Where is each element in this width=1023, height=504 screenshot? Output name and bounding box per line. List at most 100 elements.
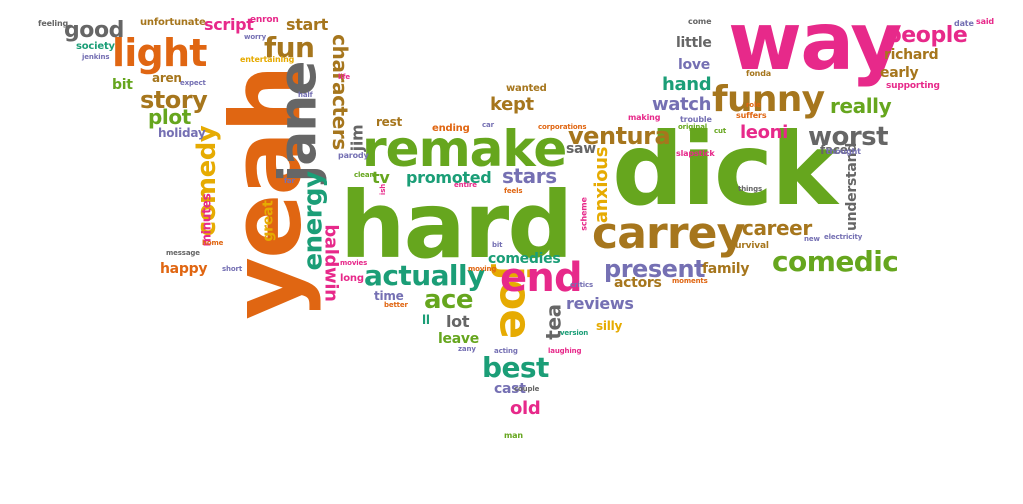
word-moments: moments <box>672 277 708 285</box>
word-comedies: comedies <box>488 251 561 267</box>
word-remake: remake <box>362 120 567 178</box>
word-feeling: feeling <box>38 19 69 28</box>
word-silly: silly <box>596 319 623 333</box>
word-plot: plot <box>148 105 191 129</box>
word-watch: watch <box>652 94 712 115</box>
word-present: present <box>604 255 706 283</box>
word-really: really <box>830 94 892 118</box>
word-funny: funny <box>712 79 825 120</box>
word-people: people <box>886 23 968 48</box>
word-come: come <box>688 17 712 26</box>
word-entertaining: entertaining <box>240 55 295 64</box>
word-best: best <box>482 351 549 384</box>
word-dick: dick <box>612 111 838 228</box>
word-leave: leave <box>438 331 479 347</box>
word-time: time <box>374 289 404 303</box>
word-making: making <box>628 113 661 122</box>
word-comedic: comedic <box>772 245 899 278</box>
word-role: role <box>746 101 761 109</box>
word-jane: jane <box>268 61 329 183</box>
word-worry: worry <box>244 33 267 41</box>
word-promoted: promoted <box>406 168 492 187</box>
word-feels: feels <box>504 187 523 195</box>
word-version: version <box>560 329 589 337</box>
word-early: early <box>880 65 919 81</box>
word-supporting: supporting <box>886 81 940 91</box>
word-actors: actors <box>614 275 662 291</box>
word-aren: aren <box>152 71 182 85</box>
word-hand: hand <box>662 74 712 95</box>
word-rest: rest <box>376 115 402 129</box>
word-little: little <box>676 35 712 51</box>
word-holiday: holiday <box>158 126 206 140</box>
word-jim: jim <box>347 124 367 152</box>
word-fun: fun <box>264 31 315 64</box>
word-carrey: carrey <box>592 208 745 259</box>
word-car: car <box>482 121 494 129</box>
word-reviews: reviews <box>566 294 634 313</box>
word-home: home <box>202 239 224 247</box>
word-stars: stars <box>502 164 557 188</box>
word-acting: acting <box>494 347 518 355</box>
word-leoni: leoni <box>740 122 788 143</box>
word-anxious: anxious <box>591 146 613 224</box>
word-long: long <box>340 273 364 284</box>
word-society: society <box>76 41 115 52</box>
word-original: original <box>678 123 708 131</box>
word-end: end <box>500 255 583 301</box>
word-said: said <box>976 17 994 26</box>
word-thought: thought <box>826 147 861 156</box>
word-moving: moving <box>468 265 497 273</box>
word-baldwin: baldwin <box>320 224 342 302</box>
word-expect: expect <box>180 79 206 87</box>
word-wanted: wanted <box>506 83 547 94</box>
word-script: script <box>204 15 254 34</box>
word-kept: kept <box>490 94 534 115</box>
word-fonda: fonda <box>746 69 771 78</box>
word-tv: tv <box>372 168 390 187</box>
word-way: way <box>728 0 902 88</box>
word-half: half <box>298 91 313 99</box>
word-bit: bit <box>112 77 133 93</box>
word-trouble: trouble <box>680 115 712 124</box>
word-laughing: laughing <box>548 347 582 355</box>
word-career: career <box>742 216 812 240</box>
word-cast: cast <box>494 381 526 397</box>
word-cut: cut <box>714 127 727 135</box>
word-date: date <box>954 19 974 28</box>
word-life: life <box>338 73 351 81</box>
word-ending: ending <box>432 123 470 134</box>
word-short: short <box>222 265 243 273</box>
word-richard: richard <box>884 47 939 63</box>
word-entire: entire <box>454 181 477 189</box>
word-worst: worst <box>808 122 889 152</box>
word-enron: enron <box>250 15 279 25</box>
word-great: great <box>260 200 277 242</box>
word-unfortunate: unfortunate <box>140 17 206 28</box>
word-slapstick: slapstick <box>676 149 715 158</box>
word-jenkins: jenkins <box>82 53 110 61</box>
word-corporations: corporations <box>538 123 587 131</box>
word-ventura: ventura <box>568 122 671 150</box>
word-lot: lot <box>446 312 470 331</box>
word-hard: hard <box>340 172 573 279</box>
word-saw: saw <box>566 141 596 157</box>
word-movies: movies <box>340 259 368 267</box>
word-ish: ish <box>379 183 388 196</box>
word-critics: critics <box>570 281 594 289</box>
word-face: face <box>820 143 848 157</box>
word-zany: zany <box>458 345 476 353</box>
word-survival: survival <box>730 241 769 251</box>
word-message: message <box>166 249 200 257</box>
word-suffers: suffers <box>736 111 767 120</box>
word-parody: parody <box>338 151 369 160</box>
word-electricity: electricity <box>824 233 863 241</box>
word-couple: couple <box>514 385 540 393</box>
word-happy: happy <box>160 261 208 277</box>
word-clean: clean <box>354 171 375 179</box>
word-actually: actually <box>364 259 485 292</box>
word-man: man <box>504 431 523 440</box>
word-ll: ll <box>422 313 430 327</box>
word-love: love <box>678 57 710 73</box>
word-ace: ace <box>424 285 474 315</box>
